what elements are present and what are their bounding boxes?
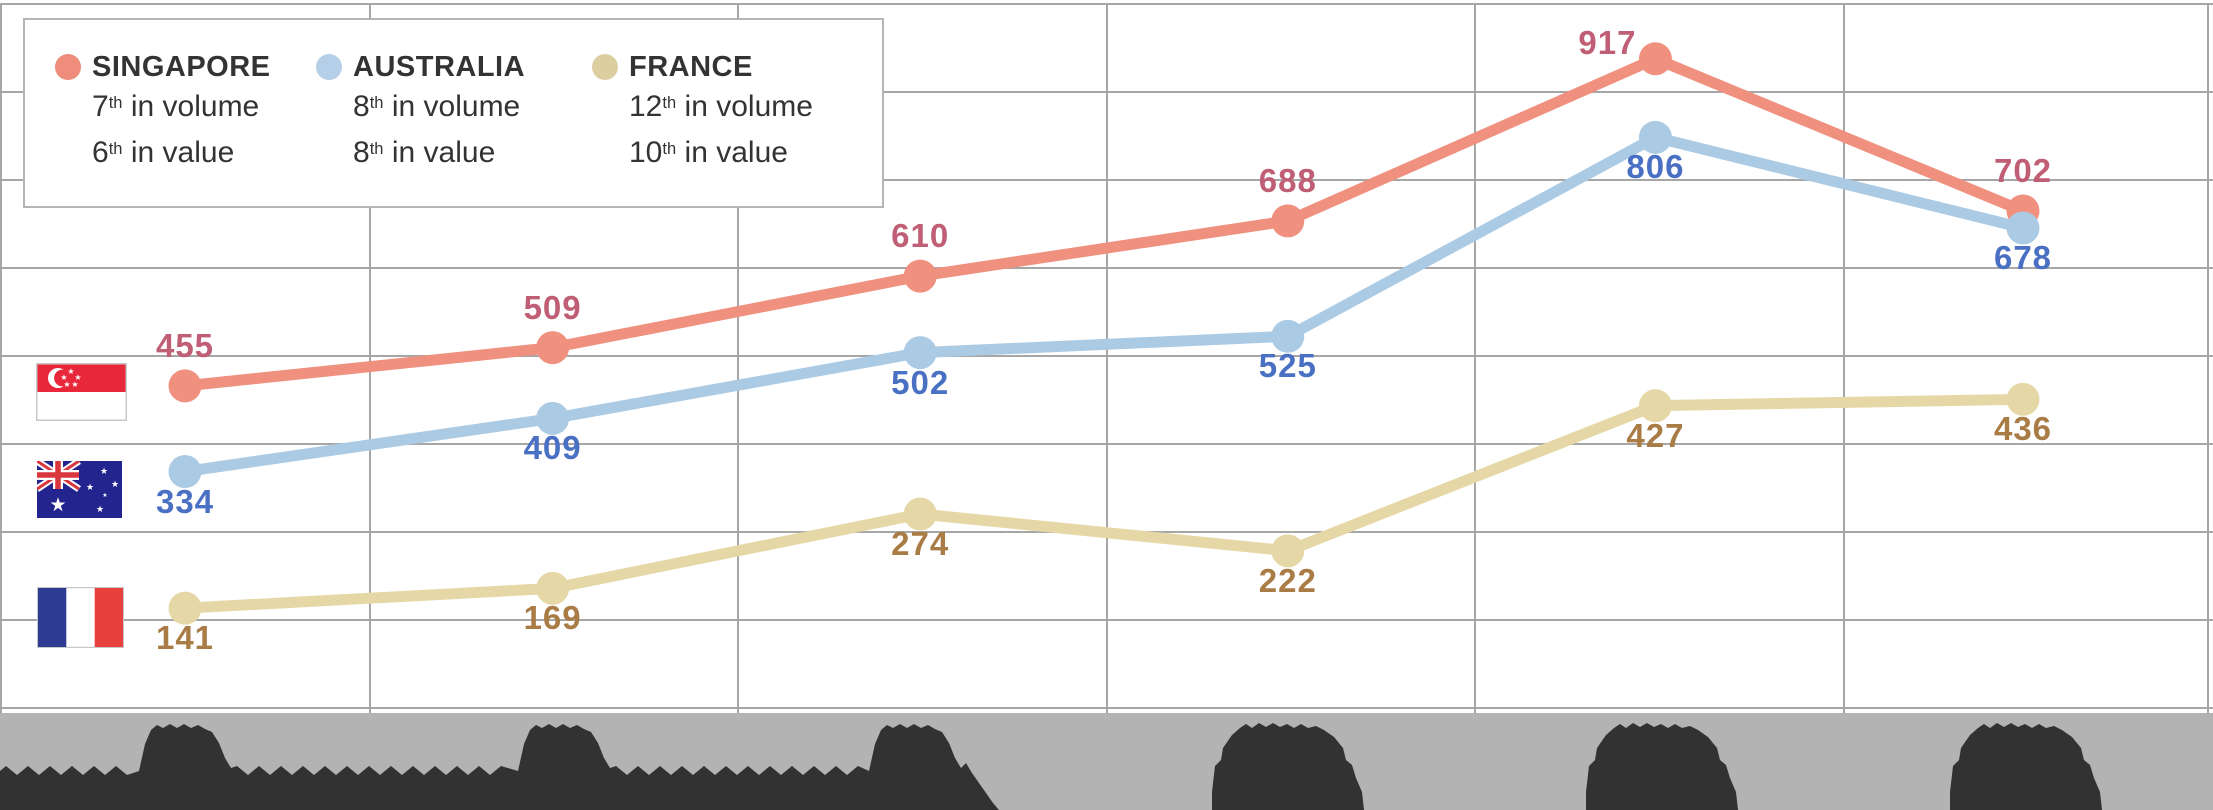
france-dot-icon xyxy=(592,54,618,80)
svg-text:★: ★ xyxy=(71,380,78,389)
legend-value-rank-singapore: 6th in value xyxy=(92,136,235,169)
france-point-1 xyxy=(536,571,570,605)
france-point-5 xyxy=(2006,382,2040,416)
chart-legend: SINGAPORE 7th in volume 6th in value AUSTR… xyxy=(23,18,884,208)
france-point-2 xyxy=(903,497,937,531)
legend-volume-rank-australia: 8th in volume xyxy=(353,90,521,123)
obscured-year-label-silhouette-6 xyxy=(1950,723,2102,810)
obscured-year-label-silhouette-5 xyxy=(1586,723,1738,810)
france-value-label-1: 169 xyxy=(523,599,582,637)
australia-point-4 xyxy=(1638,120,1672,154)
australia-value-label-4: 806 xyxy=(1626,148,1685,186)
singapore-point-4 xyxy=(1638,42,1672,76)
svg-text:★: ★ xyxy=(86,483,94,493)
australia-value-label-1: 409 xyxy=(523,429,582,467)
obscured-footer-band xyxy=(0,713,2213,810)
france-value-label-3: 222 xyxy=(1258,561,1317,599)
svg-text:★: ★ xyxy=(67,367,74,376)
singapore-flag-icon: ★ ★ ★ ★ ★ xyxy=(36,363,127,421)
svg-text:★: ★ xyxy=(111,480,119,490)
singapore-dot-icon xyxy=(55,54,81,80)
svg-text:★: ★ xyxy=(96,505,104,515)
australia-value-label-2: 502 xyxy=(891,363,950,401)
legend-volume-rank-france: 12th in volume xyxy=(629,90,813,123)
singapore-value-label-5: 702 xyxy=(1993,151,2053,189)
australia-value-label-0: 334 xyxy=(155,482,215,520)
australia-point-0 xyxy=(168,455,202,489)
france-line xyxy=(179,393,2029,614)
svg-text:★: ★ xyxy=(74,373,81,382)
singapore-value-label-0: 455 xyxy=(155,326,215,364)
france-point-3 xyxy=(1271,534,1305,568)
australia-point-2 xyxy=(903,336,937,370)
singapore-value-label-3: 688 xyxy=(1258,161,1317,199)
australia-point-5 xyxy=(2006,211,2040,245)
australia-line xyxy=(179,131,2029,478)
france-value-label-4: 427 xyxy=(1626,416,1685,454)
obscured-year-label-silhouette-4 xyxy=(1212,723,1364,810)
france-value-label-2: 274 xyxy=(891,525,950,562)
legend-item-singapore: SINGAPORE 7th in volume 6th in value xyxy=(55,48,271,178)
singapore-value-label-2: 610 xyxy=(891,217,950,255)
australia-value-label-3: 525 xyxy=(1258,347,1317,385)
singapore-point-2 xyxy=(903,259,937,293)
australia-point-1 xyxy=(536,401,570,435)
obscured-caption-silhouette xyxy=(0,724,999,810)
svg-text:★: ★ xyxy=(102,492,107,499)
svg-text:★: ★ xyxy=(60,373,67,382)
legend-name-france: FRANCE xyxy=(629,51,753,83)
france-value-label-5: 436 xyxy=(1993,410,2053,448)
legend-value-rank-australia: 8th in value xyxy=(353,136,496,169)
legend-name-singapore: SINGAPORE xyxy=(92,51,271,83)
singapore-value-label-4: 917 xyxy=(1578,23,1637,61)
france-point-0 xyxy=(168,591,202,625)
svg-text:★: ★ xyxy=(100,467,108,477)
france-point-4 xyxy=(1638,389,1672,423)
france-flag-icon xyxy=(37,587,124,648)
australia-dot-icon xyxy=(316,54,342,80)
legend-item-france: FRANCE 12th in volume 10th in value xyxy=(592,48,813,178)
france-value-label-0: 141 xyxy=(155,619,215,657)
singapore-point-0 xyxy=(168,369,202,403)
australia-point-3 xyxy=(1271,319,1305,353)
legend-value-rank-france: 10th in value xyxy=(629,136,788,169)
singapore-point-1 xyxy=(536,331,570,365)
singapore-point-3 xyxy=(1271,204,1305,238)
singapore-value-label-1: 509 xyxy=(523,288,582,326)
svg-text:★: ★ xyxy=(63,380,70,389)
legend-item-australia: AUSTRALIA 8th in volume 8th in value xyxy=(316,48,525,178)
singapore-line xyxy=(179,53,2029,392)
svg-text:★: ★ xyxy=(49,494,66,516)
legend-volume-rank-singapore: 7th in volume xyxy=(92,90,260,123)
legend-name-australia: AUSTRALIA xyxy=(353,51,526,83)
australia-flag-icon: ★ ★ ★ ★ ★ ★ xyxy=(37,461,122,518)
australia-value-label-5: 678 xyxy=(1993,238,2053,276)
